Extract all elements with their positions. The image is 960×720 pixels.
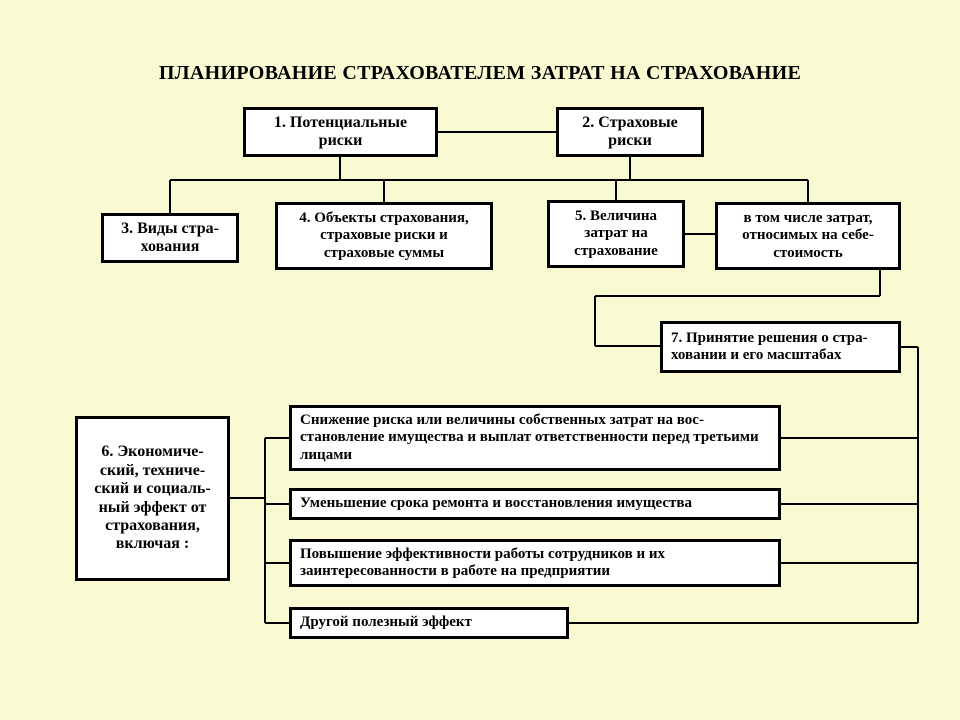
- node-n5a: в том числе затрат, относимых на себе­ст…: [715, 202, 901, 270]
- node-e4: Другой полезный эффект: [289, 607, 569, 639]
- node-n5: 5. Величина затрат на страхование: [547, 200, 685, 268]
- node-n3: 3. Виды стра­хования: [101, 213, 239, 263]
- node-n2: 2. Страховые риски: [556, 107, 704, 157]
- node-e1: Снижение риска или величины собственных …: [289, 405, 781, 471]
- node-e3: Повышение эффективности работы сотрудник…: [289, 539, 781, 587]
- node-n4: 4. Объекты страхова­ния, страховые риски…: [275, 202, 493, 270]
- diagram-title: ПЛАНИРОВАНИЕ СТРАХОВАТЕЛЕМ ЗАТРАТ НА СТР…: [0, 62, 960, 85]
- node-n7: 7. Принятие решения о стра­ховании и его…: [660, 321, 901, 373]
- node-n1: 1. Потенциальные риски: [243, 107, 438, 157]
- node-n6: 6. Экономиче­ский, техниче­ский и социал…: [75, 416, 230, 581]
- node-e2: Уменьшение срока ремонта и восстановлени…: [289, 488, 781, 520]
